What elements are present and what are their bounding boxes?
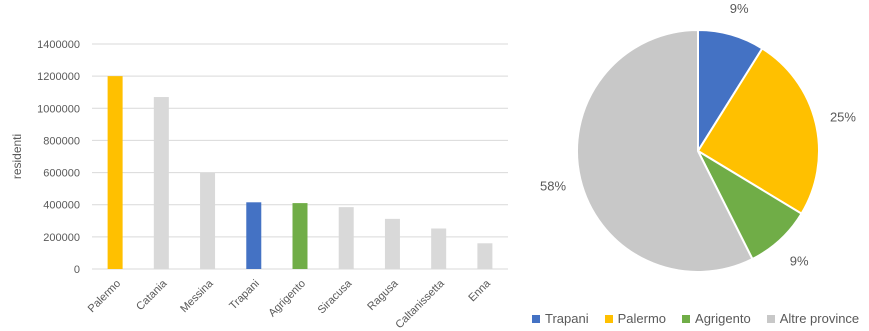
pie-slice-altre-province — [576, 28, 754, 273]
y-tick-label: 0 — [74, 264, 80, 276]
bar-agrigento — [292, 203, 308, 269]
legend-label: Trapani — [545, 311, 589, 326]
bar-chart: 0 200000 400000 600000 800000 1000000 1200000 1… — [10, 39, 508, 331]
x-tick-label: Ragusa — [365, 277, 401, 313]
x-tick-label: Enna — [466, 277, 493, 304]
y-tick-label: 1400000 — [37, 39, 80, 51]
bar-ragusa — [384, 218, 400, 269]
legend-item: Agrigento — [682, 311, 751, 326]
pie-data-label: 25% — [830, 110, 856, 125]
legend-item: Trapani — [532, 311, 589, 326]
bar-enna — [477, 243, 493, 269]
legend-label: Agrigento — [695, 311, 751, 326]
x-tick-label: Caltanissetta — [393, 277, 447, 331]
pie-data-label: 9% — [730, 1, 749, 16]
legend-swatch — [532, 314, 540, 323]
x-tick-label: Palermo — [86, 278, 123, 315]
legend-label: Palermo — [617, 311, 667, 326]
bar-catania — [153, 97, 169, 270]
y-tick-label: 200000 — [43, 232, 80, 244]
legend-label: Altre province — [779, 311, 860, 326]
bar-caltanissetta — [431, 228, 447, 269]
legend-swatch — [766, 314, 775, 323]
bar-siracusa — [338, 207, 354, 269]
y-tick-label: 1000000 — [37, 103, 80, 115]
legend-item: Palermo — [604, 311, 667, 326]
x-tick-label: Trapani — [227, 278, 262, 313]
y-tick-label: 1200000 — [37, 71, 80, 83]
x-tick-label: Agrigento — [266, 278, 308, 320]
x-tick-label: Messina — [178, 277, 216, 315]
bar-trapani — [246, 202, 262, 269]
y-tick-label: 400000 — [43, 200, 80, 212]
x-tick-label: Siracusa — [316, 277, 355, 316]
pie-chart: 9% 25% 9% 58% — [540, 1, 856, 273]
pie-data-label: 9% — [790, 253, 809, 268]
legend-item: Altre province — [766, 311, 860, 326]
legend-swatch — [604, 314, 613, 323]
pie-legend: Trapani Palermo Agrigento Altre province — [532, 311, 859, 326]
y-tick-label: 600000 — [43, 168, 80, 180]
y-axis-label: residenti — [10, 134, 24, 179]
pie-data-label: 58% — [540, 178, 566, 193]
x-tick-label: Catania — [134, 277, 170, 313]
y-tick-label: 800000 — [43, 135, 80, 147]
bar-palermo — [107, 76, 123, 270]
legend-swatch — [682, 314, 691, 323]
bar-messina — [200, 172, 216, 269]
pie-slice-palermo — [696, 47, 820, 216]
